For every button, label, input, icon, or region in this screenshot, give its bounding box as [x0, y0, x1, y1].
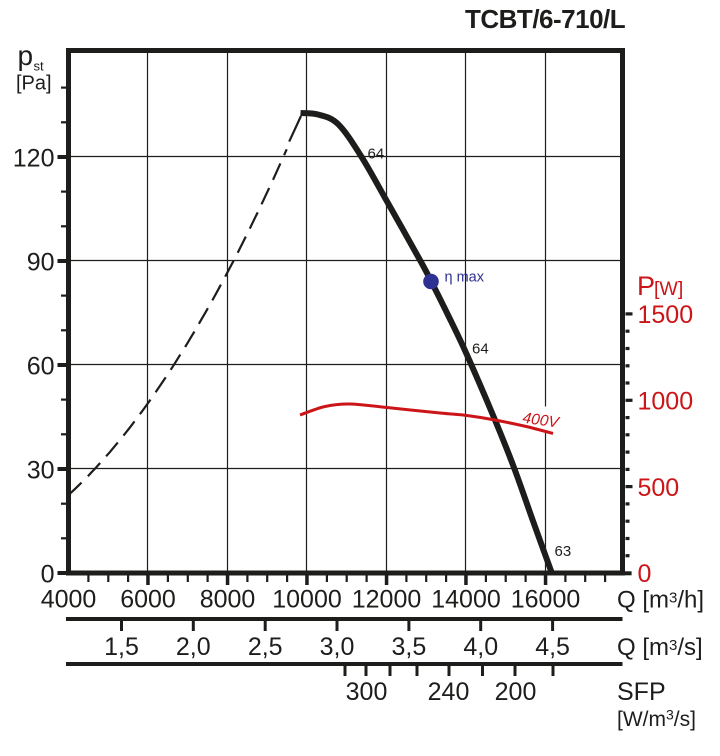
svg-text:[Pa]: [Pa] [16, 73, 52, 95]
svg-text:200: 200 [495, 678, 537, 706]
svg-text:6000: 6000 [120, 586, 176, 614]
svg-text:4,5: 4,5 [535, 633, 570, 661]
svg-text:2,5: 2,5 [248, 633, 283, 661]
svg-text:1000: 1000 [638, 387, 694, 415]
svg-text:16000: 16000 [511, 586, 581, 614]
svg-text:30: 30 [27, 457, 55, 485]
svg-text:12000: 12000 [352, 586, 422, 614]
svg-text:st: st [34, 58, 45, 73]
svg-text:4000: 4000 [41, 586, 97, 614]
svg-text:3,0: 3,0 [320, 633, 355, 661]
svg-text:8000: 8000 [200, 586, 256, 614]
svg-text:300: 300 [346, 678, 388, 706]
svg-text:p: p [18, 40, 34, 71]
svg-text:0: 0 [41, 561, 55, 589]
svg-text:3,5: 3,5 [392, 633, 427, 661]
svg-text:0: 0 [638, 560, 652, 588]
svg-text:1500: 1500 [638, 301, 694, 329]
svg-text:14000: 14000 [431, 586, 501, 614]
svg-text:η max: η max [445, 269, 485, 285]
svg-text:SFP: SFP [617, 678, 666, 706]
svg-text:4,0: 4,0 [463, 633, 498, 661]
svg-text:120: 120 [13, 145, 55, 173]
svg-text:240: 240 [428, 678, 470, 706]
svg-text:[W/m3/s]: [W/m3/s] [617, 707, 696, 732]
svg-text:Q [m3/h]: Q [m3/h] [617, 587, 704, 614]
svg-text:2,0: 2,0 [176, 633, 211, 661]
svg-text:60: 60 [27, 353, 55, 381]
svg-text:500: 500 [638, 474, 680, 502]
svg-text:P: P [637, 271, 655, 301]
svg-text:TCBT/6-710/L: TCBT/6-710/L [465, 4, 626, 34]
svg-text:[W]: [W] [654, 278, 683, 300]
svg-text:Q [m3/s]: Q [m3/s] [617, 634, 703, 661]
svg-text:63: 63 [555, 543, 572, 560]
svg-text:90: 90 [27, 249, 55, 277]
svg-text:64: 64 [472, 341, 489, 358]
svg-text:64: 64 [368, 146, 385, 163]
svg-text:1,5: 1,5 [104, 633, 139, 661]
svg-text:400V: 400V [521, 410, 561, 432]
svg-text:10000: 10000 [272, 586, 342, 614]
